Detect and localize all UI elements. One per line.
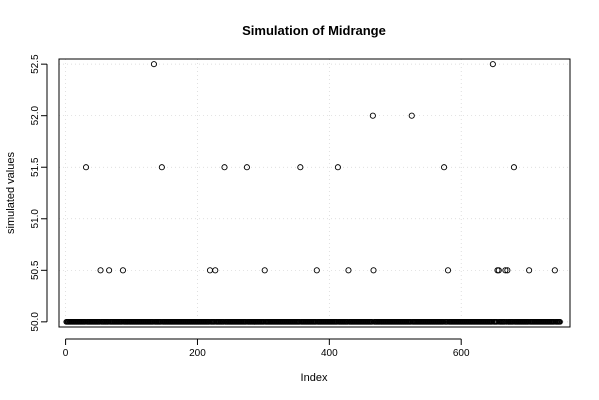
chart-title: Simulation of Midrange	[242, 23, 386, 38]
data-point	[119, 267, 127, 274]
y-axis: 50.0 50.5 51.0 51.5 52.0 52.5	[30, 54, 48, 332]
data-point	[106, 267, 113, 274]
data-point	[504, 267, 511, 274]
y-tick-label: 51.0	[30, 209, 41, 229]
data-point	[82, 164, 90, 171]
y-tick-label: 50.5	[30, 260, 41, 280]
data-point	[334, 164, 341, 171]
data-point	[345, 267, 352, 274]
data-point	[158, 164, 165, 171]
y-axis-label: simulated values	[5, 152, 17, 234]
y-tick-label: 52.0	[30, 106, 41, 126]
x-tick-label: 600	[453, 348, 470, 359]
data-point	[510, 164, 518, 171]
x-axis-label: Index	[301, 372, 328, 384]
data-point	[526, 267, 533, 274]
data-point	[370, 267, 377, 274]
x-tick-label: 400	[321, 348, 338, 359]
data-point	[97, 267, 104, 274]
data-points	[63, 61, 563, 325]
data-point	[489, 61, 496, 68]
data-point	[502, 267, 509, 274]
data-point	[369, 112, 376, 119]
data-point	[212, 267, 219, 274]
data-point	[313, 267, 320, 274]
data-point	[551, 267, 558, 274]
y-tick-label: 50.0	[30, 312, 41, 332]
plot-frame	[58, 58, 571, 328]
x-tick-label: 200	[189, 348, 206, 359]
data-point	[408, 112, 415, 119]
data-point	[297, 164, 304, 171]
data-point	[557, 319, 563, 325]
x-axis: 0 200 400 600	[63, 338, 470, 359]
data-point	[221, 164, 228, 171]
data-point	[150, 61, 157, 68]
x-tick-label: 0	[63, 348, 69, 359]
y-tick-label: 52.5	[30, 54, 41, 74]
data-point	[261, 267, 268, 274]
data-point	[495, 267, 502, 274]
data-point	[441, 164, 448, 171]
data-point	[243, 164, 250, 171]
grid	[59, 59, 570, 327]
data-point	[444, 267, 452, 274]
y-tick-label: 51.5	[30, 157, 41, 177]
